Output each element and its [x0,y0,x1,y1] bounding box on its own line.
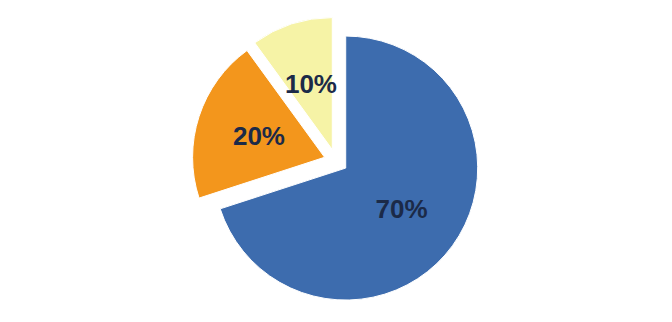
svg-text:10%: 10% [285,69,337,99]
svg-text:70%: 70% [376,194,428,224]
svg-text:20%: 20% [233,121,285,151]
